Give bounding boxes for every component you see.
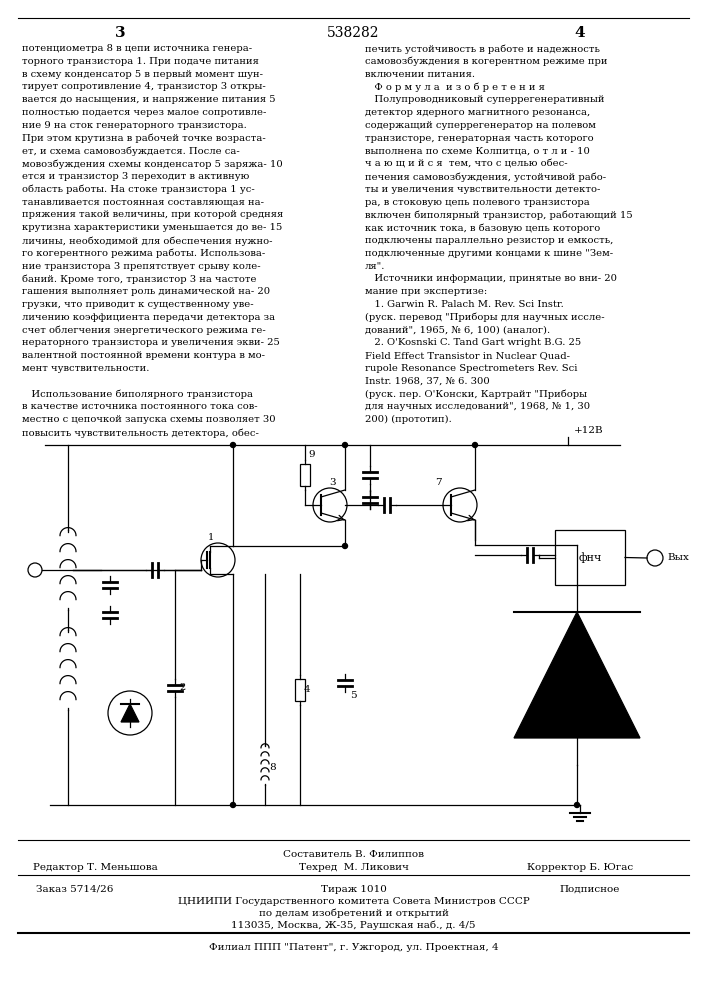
Text: Составитель В. Филиппов: Составитель В. Филиппов — [283, 850, 424, 859]
Text: При этом крутизна в рабочей точке возраста-: При этом крутизна в рабочей точке возрас… — [22, 134, 266, 143]
Text: валентной постоянной времени контура в мо-: валентной постоянной времени контура в м… — [22, 351, 265, 360]
Text: счет облегчения энергетического режима ге-: счет облегчения энергетического режима г… — [22, 326, 266, 335]
Text: включении питания.: включении питания. — [365, 70, 475, 79]
Text: Field Effect Transistor in Nuclear Quad-: Field Effect Transistor in Nuclear Quad- — [365, 351, 570, 360]
Text: пряжения такой величины, при которой средняя: пряжения такой величины, при которой сре… — [22, 210, 284, 219]
Text: Ф о р м у л а  и з о б р е т е н и я: Ф о р м у л а и з о б р е т е н и я — [365, 82, 545, 92]
Text: +12В: +12В — [574, 426, 604, 435]
Text: мание при экспертизе:: мание при экспертизе: — [365, 287, 487, 296]
Text: крутизна характеристики уменьшается до ве- 15: крутизна характеристики уменьшается до в… — [22, 223, 282, 232]
Text: ние 9 на сток генераторного транзистора.: ние 9 на сток генераторного транзистора. — [22, 121, 247, 130]
Text: полностью подается через малое сопротивле-: полностью подается через малое сопротивл… — [22, 108, 267, 117]
Text: тирует сопротивление 4, транзистор 3 откры-: тирует сопротивление 4, транзистор 3 отк… — [22, 82, 266, 91]
Text: фнч: фнч — [578, 552, 602, 563]
Text: 9: 9 — [308, 450, 315, 459]
Text: Тираж 1010: Тираж 1010 — [320, 885, 387, 894]
Text: 1. Garwin R. Palach M. Rev. Sci Instr.: 1. Garwin R. Palach M. Rev. Sci Instr. — [365, 300, 563, 309]
Text: подключенные другими концами к шине "Зем-: подключенные другими концами к шине "Зем… — [365, 249, 613, 258]
Text: 4: 4 — [304, 686, 310, 694]
Text: Редактор Т. Меньшова: Редактор Т. Меньшова — [33, 863, 158, 872]
Text: Корректор Б. Югас: Корректор Б. Югас — [527, 863, 633, 872]
Circle shape — [230, 802, 235, 808]
Text: область работы. На стоке транзистора 1 ус-: область работы. На стоке транзистора 1 у… — [22, 185, 255, 194]
Bar — [300, 464, 310, 486]
Text: 6: 6 — [582, 718, 589, 727]
Text: 7: 7 — [435, 478, 442, 487]
Text: Филиал ППП "Патент", г. Ужгород, ул. Проектная, 4: Филиал ППП "Патент", г. Ужгород, ул. Про… — [209, 943, 498, 952]
Text: Заказ 5714/26: Заказ 5714/26 — [36, 885, 114, 894]
Text: гашения выполняет роль динамической на- 20: гашения выполняет роль динамической на- … — [22, 287, 270, 296]
Bar — [295, 679, 305, 701]
Text: ет, и схема самовозбуждается. После са-: ет, и схема самовозбуждается. После са- — [22, 146, 240, 156]
Circle shape — [472, 442, 477, 448]
Text: ты и увеличения чувствительности детекто-: ты и увеличения чувствительности детекто… — [365, 185, 600, 194]
Text: в схему конденсатор 5 в первый момент шун-: в схему конденсатор 5 в первый момент шу… — [22, 70, 263, 79]
Text: печить устойчивость в работе и надежность: печить устойчивость в работе и надежност… — [365, 44, 600, 53]
Text: мовозбуждения схемы конденсатор 5 заряжа- 10: мовозбуждения схемы конденсатор 5 заряжа… — [22, 159, 283, 169]
Text: Использование биполярного транзистора: Использование биполярного транзистора — [22, 390, 253, 399]
Text: повысить чувствительность детектора, обес-: повысить чувствительность детектора, обе… — [22, 428, 259, 438]
Text: грузки, что приводит к существенному уве-: грузки, что приводит к существенному уве… — [22, 300, 254, 309]
Circle shape — [575, 802, 580, 808]
Text: по делам изобретений и открытий: по делам изобретений и открытий — [259, 909, 448, 918]
Text: rupole Resonance Spectrometers Rev. Sci: rupole Resonance Spectrometers Rev. Sci — [365, 364, 578, 373]
Text: баний. Кроме того, транзистор 3 на частоте: баний. Кроме того, транзистор 3 на часто… — [22, 274, 257, 284]
Text: содержащий суперрегенератор на полевом: содержащий суперрегенератор на полевом — [365, 121, 596, 130]
Text: личению коэффициента передачи детектора за: личению коэффициента передачи детектора … — [22, 313, 275, 322]
Text: для научных исследований", 1968, № 1, 30: для научных исследований", 1968, № 1, 30 — [365, 402, 590, 411]
Text: 2. O'Kosnski C. Tand Gart wright B.G. 25: 2. O'Kosnski C. Tand Gart wright B.G. 25 — [365, 338, 581, 347]
Text: ется и транзистор 3 переходит в активную: ется и транзистор 3 переходит в активную — [22, 172, 250, 181]
Text: транзисторе, генераторная часть которого: транзисторе, генераторная часть которого — [365, 134, 594, 143]
Text: ра, в стоковую цепь полевого транзистора: ра, в стоковую цепь полевого транзистора — [365, 198, 590, 207]
Circle shape — [342, 544, 348, 548]
Text: 113035, Москва, Ж-35, Раушская наб., д. 4/5: 113035, Москва, Ж-35, Раушская наб., д. … — [231, 921, 476, 930]
Text: 538282: 538282 — [327, 26, 380, 40]
Text: в качестве источника постоянного тока сов-: в качестве источника постоянного тока со… — [22, 402, 257, 411]
Text: (руск. пер. О'Конски, Картрайт "Приборы: (руск. пер. О'Конски, Картрайт "Приборы — [365, 390, 587, 399]
Polygon shape — [514, 612, 640, 738]
Text: 3: 3 — [329, 478, 337, 487]
Text: детектор ядерного магнитного резонанса,: детектор ядерного магнитного резонанса, — [365, 108, 590, 117]
Text: ЦНИИПИ Государственного комитета Совета Министров СССР: ЦНИИПИ Государственного комитета Совета … — [177, 897, 530, 906]
Text: потенциометра 8 в цепи источника генера-: потенциометра 8 в цепи источника генера- — [22, 44, 252, 53]
Text: самовозбуждения в когерентном режиме при: самовозбуждения в когерентном режиме при — [365, 57, 607, 66]
Text: дований", 1965, № 6, 100) (аналог).: дований", 1965, № 6, 100) (аналог). — [365, 326, 550, 335]
Text: мент чувствительности.: мент чувствительности. — [22, 364, 149, 373]
Text: 2: 2 — [179, 684, 185, 692]
Text: ля".: ля". — [365, 262, 385, 271]
Text: местно с цепочкой запуска схемы позволяет 30: местно с цепочкой запуска схемы позволяе… — [22, 415, 276, 424]
Text: 200) (прототип).: 200) (прототип). — [365, 415, 452, 424]
Circle shape — [342, 442, 348, 448]
Text: торного транзистора 1. При подаче питания: торного транзистора 1. При подаче питани… — [22, 57, 259, 66]
Text: го когерентного режима работы. Использова-: го когерентного режима работы. Использов… — [22, 249, 265, 258]
Text: нераторного транзистора и увеличения экви- 25: нераторного транзистора и увеличения экв… — [22, 338, 280, 347]
Text: ние транзистора 3 препятствует срыву коле-: ние транзистора 3 препятствует срыву кол… — [22, 262, 261, 271]
Text: Техред  М. Ликович: Техред М. Ликович — [298, 863, 409, 872]
Text: включен биполярный транзистор, работающий 15: включен биполярный транзистор, работающи… — [365, 210, 633, 220]
Text: Вых: Вых — [667, 554, 689, 562]
Text: (руск. перевод "Приборы для научных иссле-: (руск. перевод "Приборы для научных иссл… — [365, 313, 604, 322]
Text: ч а ю щ и й с я  тем, что с целью обес-: ч а ю щ и й с я тем, что с целью обес- — [365, 159, 568, 168]
Text: Instr. 1968, 37, № 6. 300: Instr. 1968, 37, № 6. 300 — [365, 377, 490, 386]
Text: личины, необходимой для обеспечения нужно-: личины, необходимой для обеспечения нужн… — [22, 236, 272, 245]
Bar — [555, 530, 625, 585]
Text: как источник тока, в базовую цепь которого: как источник тока, в базовую цепь которо… — [365, 223, 600, 233]
Text: Полупроводниковый суперрегенеративный: Полупроводниковый суперрегенеративный — [365, 95, 604, 104]
Text: Источники информации, принятые во вни- 20: Источники информации, принятые во вни- 2… — [365, 274, 617, 283]
Text: 3: 3 — [115, 26, 125, 40]
Text: вается до насыщения, и напряжение питания 5: вается до насыщения, и напряжение питани… — [22, 95, 276, 104]
Circle shape — [230, 442, 235, 448]
Text: подключены параллельно резистор и емкость,: подключены параллельно резистор и емкост… — [365, 236, 614, 245]
Text: 5: 5 — [350, 691, 356, 700]
Text: 4: 4 — [575, 26, 585, 40]
Text: 1: 1 — [208, 533, 214, 542]
Polygon shape — [121, 704, 139, 722]
Text: танавливается постоянная составляющая на-: танавливается постоянная составляющая на… — [22, 198, 264, 207]
Text: 8: 8 — [269, 763, 276, 772]
Text: печения самовозбуждения, устойчивой рабо-: печения самовозбуждения, устойчивой рабо… — [365, 172, 606, 182]
Text: Подписное: Подписное — [560, 885, 620, 894]
Text: выполнена по схеме Колпитца, о т л и - 10: выполнена по схеме Колпитца, о т л и - 1… — [365, 146, 590, 155]
